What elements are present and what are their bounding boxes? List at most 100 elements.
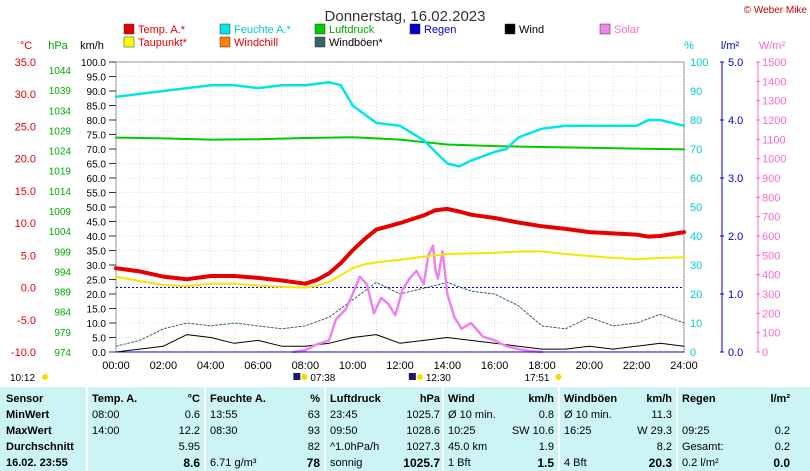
table-cell-note: Gesamt: — [682, 441, 724, 453]
table-cell-value: 1028.6 — [406, 425, 440, 437]
x-tick-label: 24:00 — [670, 360, 698, 372]
table-cell-note: 14:00 — [92, 425, 120, 437]
legend-label: Windchill — [234, 37, 278, 49]
legend-swatch — [314, 36, 326, 48]
pressure-tick-label: 1014 — [49, 187, 72, 198]
table-column-header: Windböen — [564, 393, 618, 405]
solar-tick-label: 500 — [762, 250, 780, 262]
sun-markers: 07:38 12:30 17:51 10:12 — [10, 373, 562, 384]
pressure-tick-label: 999 — [54, 247, 71, 258]
series-line-taupunkt — [115, 250, 685, 289]
legend-swatch — [504, 23, 516, 35]
humidity-tick-label: 30 — [690, 260, 702, 272]
x-tick-label: 10:00 — [339, 360, 367, 372]
table-cell-note: 09:25 — [682, 425, 710, 437]
table-column-header: Feuchte A. — [210, 393, 266, 405]
series-line-solar — [292, 244, 544, 354]
pressure-tick-label: 994 — [54, 267, 71, 278]
humidity-axis-title: % — [684, 40, 694, 52]
table-cell-note: ^1.0hPa/h — [330, 441, 380, 453]
wind-tick-label: 80.0 — [87, 116, 107, 127]
temp-tick-label: 10.0 — [15, 218, 36, 230]
legend-swatch — [219, 36, 231, 48]
wind-tick-label: 15.0 — [87, 305, 107, 316]
x-axis: 00:00 02:00 04:00 06:00 08:00 10:00 12:00 14:00… — [102, 360, 698, 372]
axes: 35.0 30.0 25.0 20.0 15.0 10.0 5.0 0.0 -5.0 -10.0 1… — [11, 57, 787, 359]
legend-label: Luftdruck — [329, 24, 375, 36]
table-cell-note: 13:55 — [210, 409, 238, 421]
table-cell-note: 08:00 — [92, 409, 120, 421]
solar-tick-label: 900 — [762, 173, 780, 185]
wind-tick-label: 70.0 — [87, 145, 107, 156]
legend-swatch — [599, 23, 611, 35]
wind-tick-label: 35.0 — [87, 247, 107, 258]
pressure-tick-label: 1039 — [49, 86, 72, 97]
solar-tick-label: 100 — [762, 328, 780, 340]
table-column-header: Sensor — [6, 393, 44, 405]
table-cell-value: W 29.3 — [637, 425, 672, 437]
x-tick-label: 20:00 — [576, 360, 604, 372]
wind-tick-label: 65.0 — [87, 160, 107, 171]
weather-chart: Donnerstag, 16.02.2023 © Weber Mike Temp… — [10, 5, 807, 384]
wind-tick-label: 55.0 — [87, 189, 107, 200]
series-line-luftdruck — [115, 136, 685, 151]
table-cell-value: 20.3 — [648, 456, 672, 470]
x-tick-label: 04:00 — [197, 360, 225, 372]
wind-tick-label: 10.0 — [87, 319, 107, 330]
table-column-separator — [86, 387, 88, 471]
legend-label: Wind — [519, 24, 544, 36]
table-cell-note: 4 Bft — [564, 457, 587, 469]
table-cell-value: 63 — [307, 409, 320, 421]
table-cell-value: 1025.7 — [403, 456, 440, 470]
temp-tick-label: 25.0 — [15, 121, 36, 133]
solar-tick-label: 1100 — [762, 134, 786, 146]
solar-tick-label: 1400 — [762, 76, 786, 88]
solar-noon-label: 12:30 — [426, 373, 451, 384]
table-cell-value: 78 — [306, 456, 320, 470]
x-tick-label: 08:00 — [292, 360, 320, 372]
table-cell-value: 11.3 — [651, 409, 672, 421]
wind-tick-label: 40.0 — [87, 232, 107, 243]
pressure-tick-label: 1029 — [49, 126, 72, 137]
pressure-tick-label: 1024 — [49, 147, 72, 158]
humidity-tick-label: 90 — [690, 86, 702, 98]
wind-axis-title: km/h — [80, 40, 104, 52]
wind-tick-label: 85.0 — [87, 102, 107, 113]
temp-tick-label: 5.0 — [21, 250, 36, 262]
pressure-tick-label: 984 — [54, 308, 71, 319]
solar-tick-label: 1300 — [762, 96, 786, 108]
wind-tick-label: 20.0 — [87, 290, 107, 301]
grid — [115, 61, 685, 353]
table-cell-value: 1.5 — [537, 456, 554, 470]
table-column-header: Luftdruck — [330, 393, 381, 405]
solar-tick-label: 800 — [762, 192, 780, 204]
table-row-label: MinWert — [6, 409, 50, 421]
legend-swatch — [219, 23, 231, 35]
table-column-unit: l/m² — [770, 393, 790, 405]
humidity-tick-label: 60 — [690, 173, 702, 185]
legend-swatch — [123, 36, 135, 48]
table-cell-note: 09:50 — [330, 425, 358, 437]
x-tick-label: 18:00 — [528, 360, 556, 372]
series-line-feuchte-a — [114, 81, 686, 168]
table-column-separator — [558, 387, 560, 471]
humidity-tick-label: 20 — [690, 289, 702, 301]
x-tick-label: 16:00 — [481, 360, 509, 372]
temp-tick-label: 0.0 — [21, 283, 36, 295]
humidity-tick-label: 70 — [690, 144, 702, 156]
solar-tick-label: 300 — [762, 289, 780, 301]
table-cell-value: 1027.3 — [406, 441, 440, 453]
table-cell-note: 45.0 km — [448, 441, 488, 453]
table-column-header: Regen — [682, 393, 716, 405]
x-tick-label: 00:00 — [102, 360, 130, 372]
solar-tick-label: 700 — [762, 212, 780, 224]
pressure-tick-label: 1004 — [49, 227, 72, 238]
series-layer — [114, 81, 686, 354]
table-column-separator — [676, 387, 678, 471]
solar-tick-label: 1000 — [762, 154, 786, 166]
table-cell-note: Ø 10 min. — [448, 409, 496, 421]
table-row-label: MaxWert — [6, 425, 52, 437]
rain-tick-label: 2.0 — [728, 231, 743, 243]
table-cell-value: 1025.7 — [406, 409, 440, 421]
pressure-axis-title: hPa — [48, 40, 68, 52]
